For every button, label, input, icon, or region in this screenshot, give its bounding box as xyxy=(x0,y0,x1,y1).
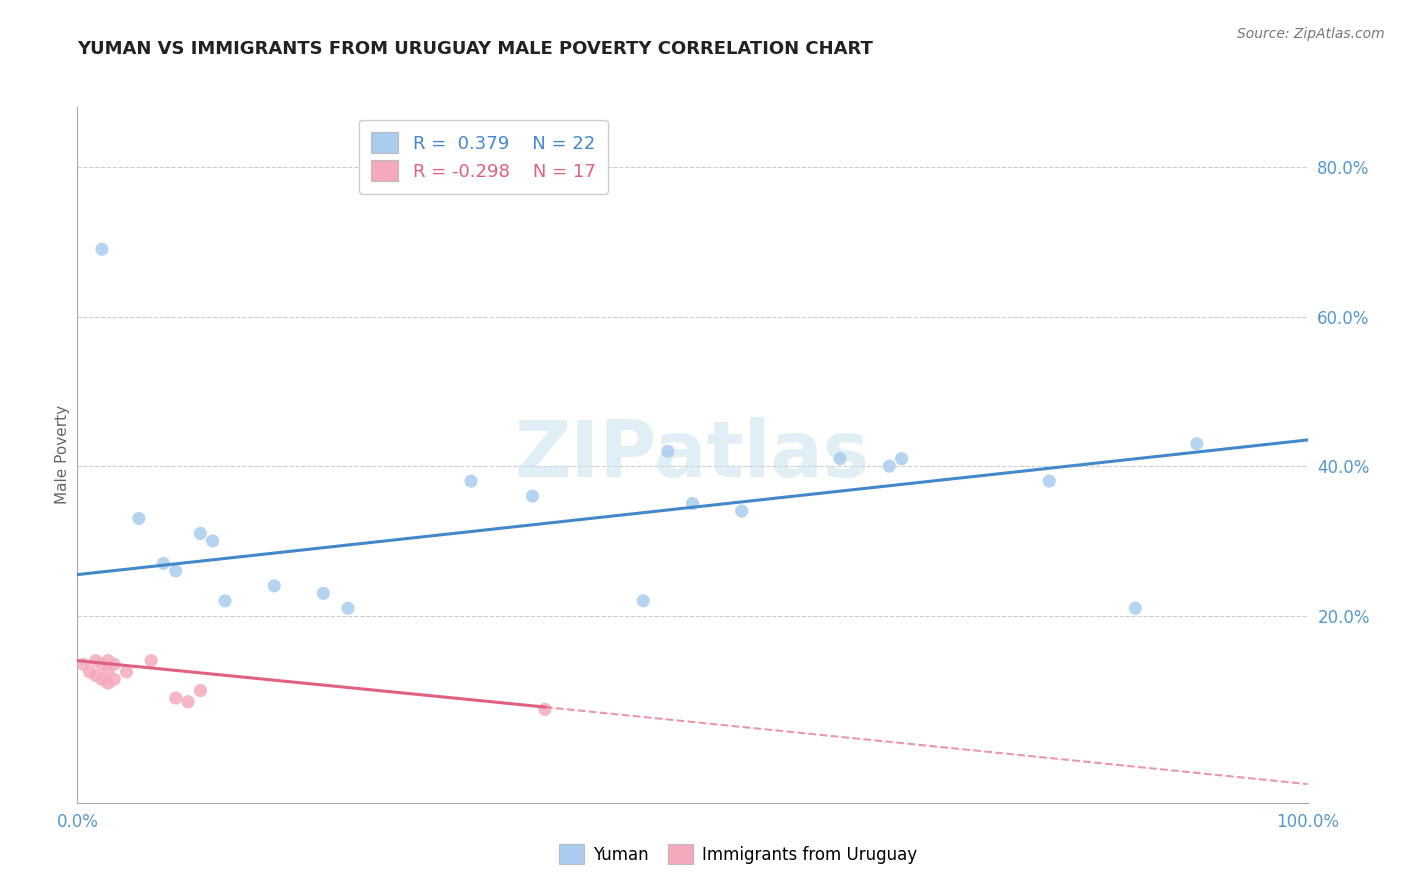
Point xyxy=(214,594,236,608)
Point xyxy=(103,673,125,687)
Point xyxy=(263,579,285,593)
Point xyxy=(141,654,163,668)
Legend: R =  0.379    N = 22, R = -0.298    N = 17: R = 0.379 N = 22, R = -0.298 N = 17 xyxy=(359,120,607,194)
Point xyxy=(165,564,187,578)
Text: YUMAN VS IMMIGRANTS FROM URUGUAY MALE POVERTY CORRELATION CHART: YUMAN VS IMMIGRANTS FROM URUGUAY MALE PO… xyxy=(77,40,873,58)
Point xyxy=(190,683,212,698)
Point xyxy=(97,676,120,690)
Point xyxy=(84,654,107,668)
Point xyxy=(84,668,107,682)
Point xyxy=(682,497,704,511)
Point xyxy=(90,242,114,256)
Y-axis label: Male Poverty: Male Poverty xyxy=(55,405,70,505)
Point xyxy=(72,657,94,672)
Point xyxy=(103,657,125,672)
Point xyxy=(633,594,655,608)
Point xyxy=(90,657,114,672)
Point xyxy=(90,673,114,687)
Point xyxy=(165,691,187,706)
Point xyxy=(177,695,200,709)
Point xyxy=(1185,436,1208,450)
Point xyxy=(890,451,912,466)
Point xyxy=(460,474,482,488)
Point xyxy=(1125,601,1147,615)
Point xyxy=(830,451,852,466)
Point xyxy=(522,489,544,503)
Point xyxy=(115,665,138,679)
Point xyxy=(152,557,174,571)
Point xyxy=(312,586,335,600)
Point xyxy=(1038,474,1060,488)
Point xyxy=(97,665,120,679)
Point xyxy=(657,444,679,458)
Point xyxy=(97,654,120,668)
Point xyxy=(879,459,901,474)
Point xyxy=(128,511,150,525)
Point xyxy=(337,601,360,615)
Point xyxy=(201,533,224,548)
Text: ZIPatlas: ZIPatlas xyxy=(515,417,870,493)
Point xyxy=(79,665,101,679)
Legend: Yuman, Immigrants from Uruguay: Yuman, Immigrants from Uruguay xyxy=(553,838,924,871)
Point xyxy=(731,504,754,518)
Point xyxy=(190,526,212,541)
Point xyxy=(534,702,557,716)
Text: Source: ZipAtlas.com: Source: ZipAtlas.com xyxy=(1237,27,1385,41)
